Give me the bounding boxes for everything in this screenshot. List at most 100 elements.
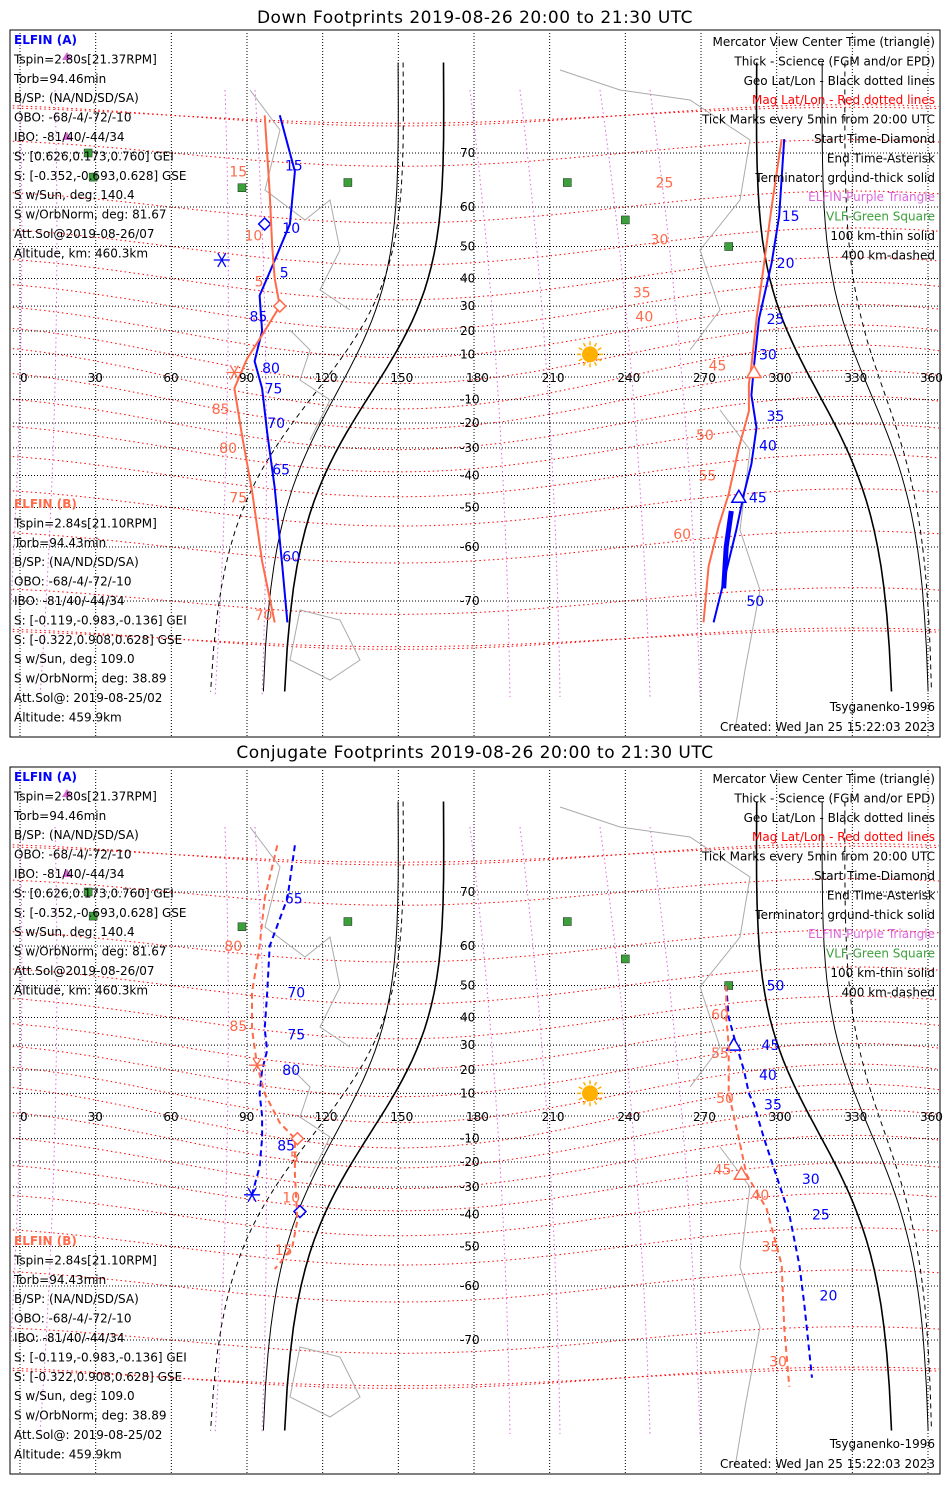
time-tick-label: 45 <box>709 359 727 375</box>
time-tick-label: 60 <box>711 1008 729 1024</box>
plot-frame <box>9 766 941 1475</box>
y-tick-label: 40 <box>460 1011 475 1025</box>
x-tick-label: 210 <box>542 371 565 385</box>
elfin-a-info-line: S w/Sun, deg: 140.4 <box>14 188 135 202</box>
mag-lon-line <box>39 826 58 1435</box>
time-tick-label: 40 <box>759 1068 777 1084</box>
y-tick-label: 10 <box>460 1086 475 1100</box>
elfin-b-info-line: Tspin=2.84s[21.10RPM] <box>13 516 157 530</box>
x-tick-label: 120 <box>315 1110 338 1124</box>
elfin-purple-triangle <box>62 132 72 140</box>
time-tick-label: 75 <box>229 490 247 506</box>
track-elfin-a: 65 70 75 80 85 50 45 40 35 30 25 20 <box>244 845 837 1378</box>
x-tick-label: 180 <box>466 1110 489 1124</box>
coastline <box>289 329 331 441</box>
center-triangle <box>725 1036 743 1051</box>
y-tick-label: -10 <box>460 1132 480 1146</box>
time-tick-label: 85 <box>229 1019 247 1035</box>
elfin-b-info-line: Att.Sol@: 2019-08-25/02 <box>14 1428 162 1442</box>
footprint-line <box>251 845 296 1196</box>
x-tick-label: 90 <box>239 371 254 385</box>
y-tick-label: 60 <box>460 939 475 953</box>
vlf-green-square <box>621 215 630 225</box>
sun-icon <box>577 341 604 368</box>
legend-entry: Terminator: ground-thick solid <box>754 171 935 185</box>
legend-entry: 100 km-thin solid <box>830 229 935 243</box>
sun-ray <box>597 358 602 362</box>
time-tick-label: 30 <box>769 1354 787 1370</box>
coastline <box>719 409 761 731</box>
y-tick-label: 70 <box>460 885 475 899</box>
time-tick-label: 5 <box>290 1150 299 1166</box>
x-tick-label: 90 <box>239 1110 254 1124</box>
terminator-100km <box>262 62 399 692</box>
elfin-a-info-line: OBO: -68/-4/-72/-10 <box>14 848 131 862</box>
legend-entry: Mag Lat/Lon - Red dotted lines <box>752 93 935 107</box>
coastline <box>289 1066 331 1178</box>
y-tick-label: -50 <box>460 1239 480 1253</box>
terminator-ground <box>755 62 893 692</box>
elfin-purple-triangle <box>62 789 72 797</box>
chart-title: Down Footprints 2019-08-26 20:00 to 21:3… <box>257 8 693 28</box>
sun-ray <box>578 1097 583 1101</box>
y-tick-label: -20 <box>460 416 480 430</box>
elfin-b-info-line: OBO: -68/-4/-72/-10 <box>14 575 131 589</box>
time-tick-label: 10 <box>282 221 300 237</box>
asterisk-stroke <box>252 1057 262 1073</box>
legend-entry: Mag Lat/Lon - Red dotted lines <box>752 830 935 844</box>
mag-lon-line <box>519 89 561 698</box>
time-tick-label: 75 <box>287 1027 305 1043</box>
legend: Mercator View Center Time (triangle) Thic… <box>701 772 935 999</box>
mag-lat-line <box>11 1134 939 1190</box>
vlf-green-square <box>88 911 98 921</box>
mag-lon-line <box>254 89 267 698</box>
footprint-line <box>725 985 791 1387</box>
sun-ray <box>593 361 598 366</box>
map-area: 15 10 5 85 80 75 70 65 60 15 20 25 30 35 40 45 50 15 10 5 85… <box>11 31 939 736</box>
x-tick-label: 360 <box>920 1110 943 1124</box>
legend-entry: Mercator View Center Time (triangle) <box>713 35 935 49</box>
sun-icon <box>577 1080 604 1107</box>
time-tick-label: 85 <box>212 402 230 418</box>
elfin-b-info-line: Tspin=2.84s[21.10RPM] <box>13 1253 157 1267</box>
mag-lat-line <box>11 281 939 331</box>
time-tick-label: 45 <box>749 490 767 506</box>
y-tick-label: 30 <box>460 1038 475 1052</box>
mag-lon-line <box>649 89 701 698</box>
sun-ray <box>582 361 587 366</box>
time-tick-label: 70 <box>255 608 273 624</box>
x-tick-label: 360 <box>920 371 943 385</box>
y-tick-label: 70 <box>460 146 475 160</box>
footprint-line <box>712 139 786 623</box>
time-tick-label: 60 <box>673 527 691 543</box>
sun-ray <box>578 358 583 362</box>
elfin-a-info-line: B/SP: (NA/ND/SD/SA) <box>14 828 139 842</box>
legend-entry: Geo Lat/Lon - Black dotted lines <box>744 811 935 825</box>
y-tick-label: 40 <box>460 272 475 286</box>
elfin-b-info-line: S w/OrbNorm, deg: 38.89 <box>14 1409 166 1423</box>
footprint-line <box>251 845 299 1270</box>
legend-entry: Tick Marks every 5min from 20:00 UTC <box>701 113 935 127</box>
time-tick-label: 40 <box>759 438 777 454</box>
time-tick-label: 50 <box>696 428 714 444</box>
legend-entry: Terminator: ground-thick solid <box>754 908 935 922</box>
time-tick-label: 30 <box>802 1172 820 1188</box>
time-tick-label: 70 <box>267 416 285 432</box>
x-tick-label: 150 <box>390 371 413 385</box>
elfin-b-info-line: S: [-0.119,-0.983,-0.136] GEI <box>14 1350 187 1364</box>
track-elfin-b: 15 10 5 85 80 75 70 25 30 35 40 45 50 55 60 <box>212 115 783 624</box>
sun-ray <box>597 347 602 351</box>
created-timestamp: Created: Wed Jan 25 15:22:03 2023 <box>720 720 935 734</box>
x-tick-label: 150 <box>390 1110 413 1124</box>
sun-disc <box>582 346 599 363</box>
mag-lat-line <box>11 929 939 963</box>
vlf-green-square <box>343 917 353 926</box>
terminator-lines <box>210 62 932 692</box>
elfin-a-info-line: Tspin=2.80s[21.37RPM] <box>13 52 157 66</box>
coastline <box>559 69 751 351</box>
time-tick-label: 45 <box>714 1162 732 1178</box>
map-area: 6570758085504540353025208085510156055504… <box>11 768 939 1473</box>
elfin-a-info-line: OBO: -68/-4/-72/-10 <box>14 111 131 125</box>
asterisk-stroke <box>229 365 239 380</box>
elfin-a-info: ELFIN (A) Tspin=2.80s[21.37RPM] Torb=94.46… <box>13 33 187 260</box>
